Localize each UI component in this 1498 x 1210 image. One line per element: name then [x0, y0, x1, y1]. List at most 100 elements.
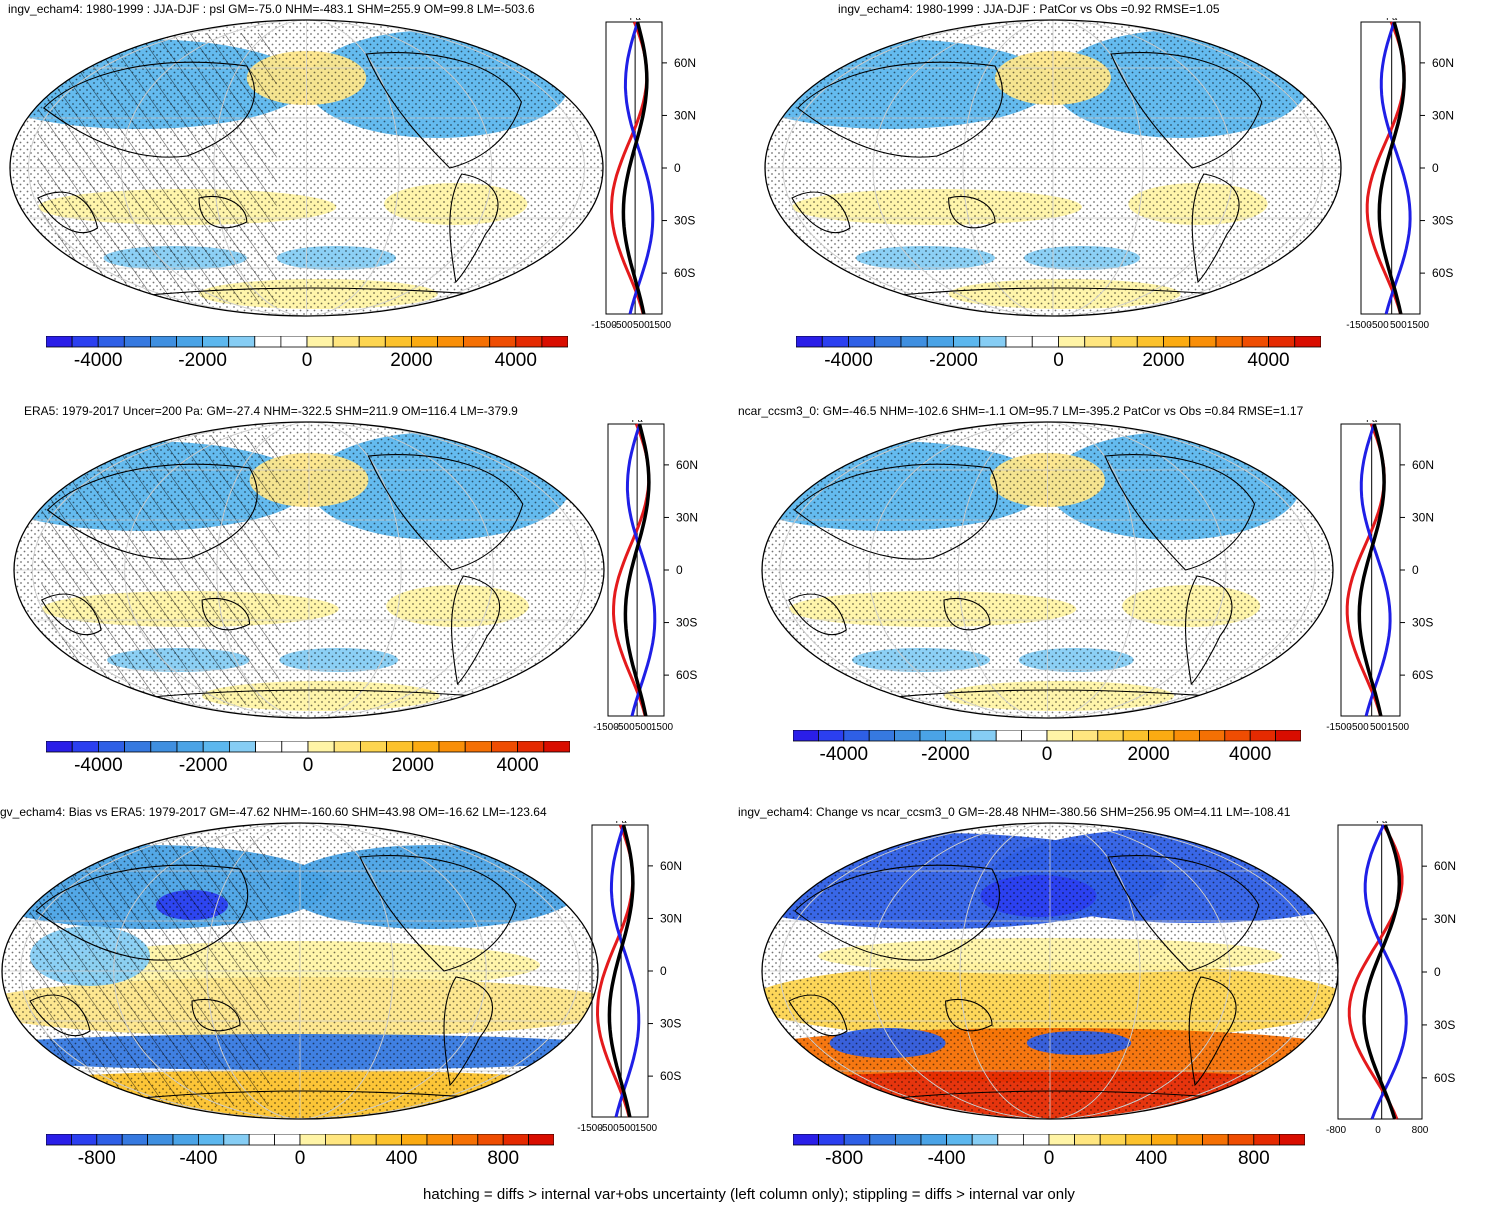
lat-tick-label: 60N — [676, 458, 698, 472]
coastline — [796, 61, 1003, 158]
colorbar-bin — [438, 741, 466, 753]
zonal-line-blue — [609, 824, 641, 1118]
colorbar-tick-label: -800 — [77, 1148, 116, 1169]
colorbar-tick-label: -400 — [179, 1148, 218, 1169]
colorbar-bin — [254, 336, 282, 348]
colorbar-bin — [1022, 1134, 1050, 1146]
lat-tick-label: 30N — [1432, 108, 1454, 122]
zonal-line-blue — [623, 21, 655, 315]
coastline — [878, 287, 1257, 298]
colorbar-bin — [926, 336, 954, 348]
lat-tick-label: 30S — [1432, 214, 1453, 228]
colorbar-tick-label: 2000 — [390, 350, 433, 371]
coastline — [451, 575, 501, 686]
colorbar-bin — [333, 741, 361, 753]
colorbar-bin — [1241, 336, 1269, 348]
coastline — [46, 463, 258, 560]
colorbar-tick-label: 400 — [1135, 1148, 1168, 1169]
coastline — [359, 855, 517, 972]
colorbar-bin — [817, 730, 845, 742]
lat-tick-label: 60S — [674, 266, 695, 280]
colorbar-bin — [1176, 1134, 1204, 1146]
colorbar-bin — [350, 1134, 377, 1146]
colorbar-bin — [971, 1134, 999, 1146]
zonal-x-tick-label: 1500 — [648, 320, 672, 331]
coastline — [1107, 855, 1260, 972]
zonal-mean-plot: Pa 60N 30N 0 30S 60S — [1360, 18, 1454, 315]
coastline — [788, 994, 848, 1037]
lat-tick-label: 0 — [660, 964, 667, 978]
colorbar-bin — [528, 1134, 554, 1146]
colorbar-bin — [1074, 1134, 1101, 1146]
zonal-x-tick-label: -500 — [612, 320, 633, 331]
colorbar-bin — [358, 336, 386, 348]
colorbar-tick-label: -4000 — [73, 350, 123, 371]
coastline — [1110, 52, 1263, 169]
lat-tick-label: 0 — [674, 161, 681, 175]
colorbar-bin — [71, 336, 99, 348]
zonal-x-tick-label: 800 — [1411, 1125, 1429, 1136]
colorbar-tick-label: 2000 — [1127, 744, 1170, 765]
colorbar-bin — [1268, 336, 1296, 348]
zonal-unit: Pa — [616, 821, 627, 825]
colorbar-bin — [848, 336, 876, 348]
colorbar-tick-label: 400 — [385, 1148, 418, 1169]
zonal-line-blue — [1359, 423, 1392, 717]
colorbar — [46, 741, 570, 753]
colorbar-bin — [255, 741, 283, 753]
zonal-line-black — [1377, 21, 1406, 315]
colorbar-bin — [71, 741, 99, 753]
colorbar-bin — [477, 1134, 504, 1146]
colorbar-tick-label: -800 — [825, 1148, 864, 1169]
colorbar-tick-label: -4000 — [824, 350, 873, 371]
colorbar-bin — [1084, 336, 1112, 348]
lat-tick-label: 30N — [674, 108, 696, 122]
lat-tick-label: 60S — [676, 668, 697, 682]
colorbar-bin — [1227, 1134, 1255, 1146]
lat-tick-label: 30S — [676, 616, 697, 630]
colorbar-bin — [1021, 730, 1048, 742]
colorbar-bin — [70, 1134, 98, 1146]
coastline — [130, 689, 517, 700]
coastline — [874, 689, 1249, 700]
colorbar-bin — [1215, 336, 1243, 348]
world-map — [9, 19, 604, 317]
zonal-x-tick-label: -1500 — [593, 722, 619, 733]
lat-tick-label: 30S — [660, 1017, 681, 1031]
colorbar-tick-label: 4000 — [1247, 350, 1290, 371]
zonal-x-tick-label: 1500 — [634, 1123, 658, 1134]
colorbar-bin — [874, 336, 902, 348]
zonal-x-tick-label: 500 — [1389, 320, 1407, 331]
lat-tick-label: 60S — [1412, 668, 1433, 682]
colorbar-bin — [1278, 1134, 1305, 1146]
colorbar-tick-label: -2000 — [921, 744, 970, 765]
coastline — [29, 994, 91, 1037]
lat-tick-label: 60N — [1432, 56, 1454, 70]
colorbar-bin — [401, 1134, 428, 1146]
zonal-x-tick-label: 500 — [1369, 722, 1387, 733]
colorbar-bin — [1224, 730, 1251, 742]
colorbar-bin — [176, 741, 204, 753]
panel-title: gv_echam4: Bias vs ERA5: 1979-2017 GM=-4… — [0, 805, 547, 819]
lat-tick-label: 0 — [1412, 563, 1419, 577]
colorbar-tick-label: 4000 — [494, 350, 537, 371]
colorbar-tick-label: 800 — [487, 1148, 520, 1169]
colorbar-bin — [944, 730, 972, 742]
colorbar-bin — [515, 336, 543, 348]
colorbar-bin — [96, 1134, 123, 1146]
colorbar-bin — [197, 1134, 225, 1146]
colorbar-tick-label: 0 — [302, 755, 314, 776]
colorbar-bin — [172, 1134, 199, 1146]
colorbar-bin — [1031, 336, 1059, 348]
coastline — [35, 864, 249, 961]
coastline — [365, 52, 522, 169]
coastline — [875, 1090, 1254, 1101]
zonal-line-black — [621, 21, 649, 315]
colorbar-bin — [818, 1134, 845, 1146]
coastline — [198, 195, 248, 229]
colorbar-bin — [920, 1134, 948, 1146]
colorbar-bin — [46, 1134, 72, 1146]
colorbar-bin — [426, 1134, 453, 1146]
colorbar-bin — [1173, 730, 1200, 742]
world-map — [764, 19, 1342, 317]
